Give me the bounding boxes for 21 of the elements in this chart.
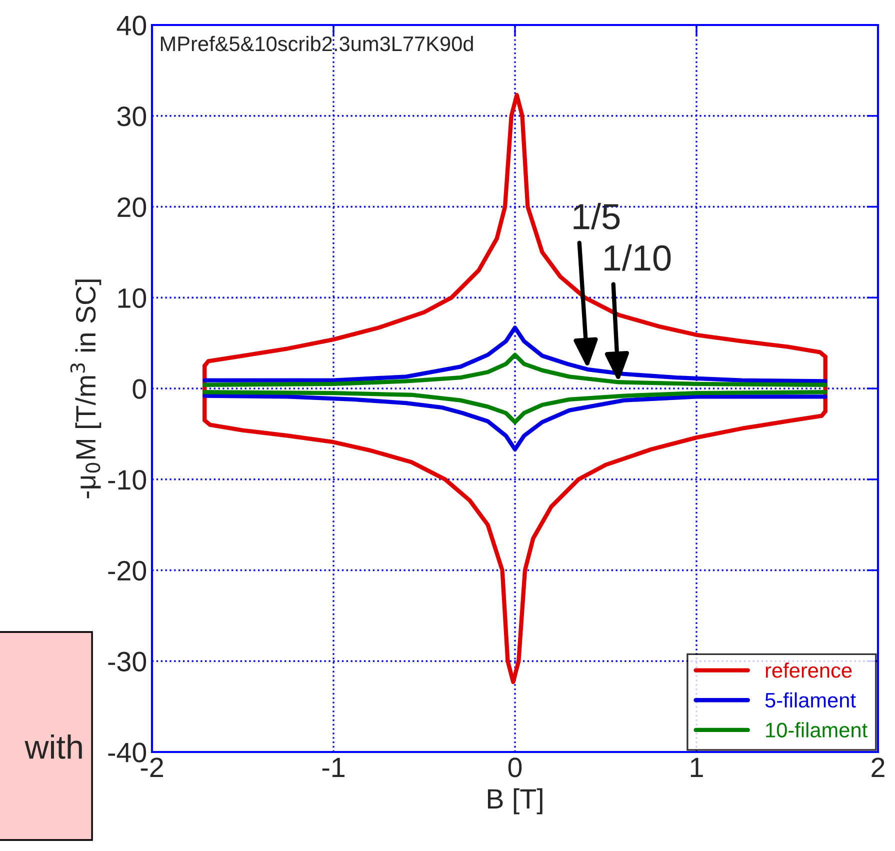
y-tick-label: -30: [108, 652, 146, 672]
legend-label: 5-filament: [765, 692, 856, 708]
y-tick-label: -20: [108, 560, 146, 581]
y-tick-label: 20: [118, 197, 146, 218]
y-tick-label: 40: [116, 16, 146, 36]
y-tick-label: 30: [117, 106, 146, 126]
x-tick-label: 2: [872, 758, 884, 777]
y-axis-title: -μ$_{0}$M [T/m$^{3}$ in SC]: [70, 280, 102, 498]
x-axis-title: B [T]: [488, 788, 542, 814]
annotation: 1/10: [604, 244, 671, 271]
legend-label: reference: [766, 662, 852, 678]
x-tick-label: 0: [508, 758, 522, 778]
y-tick-label: 10: [118, 288, 146, 308]
annotation: 1/5: [574, 202, 620, 230]
legend-label: 10-filament: [766, 722, 868, 738]
y-tick-label: 0: [132, 379, 146, 399]
chart-title: MPref&5&10scrib2.3um3L77K90d: [160, 36, 473, 52]
text: with: [24, 734, 82, 759]
y-tick-label: -10: [108, 470, 146, 490]
x-tick-label: 1: [690, 758, 703, 777]
x-tick-label: -1: [322, 758, 344, 777]
